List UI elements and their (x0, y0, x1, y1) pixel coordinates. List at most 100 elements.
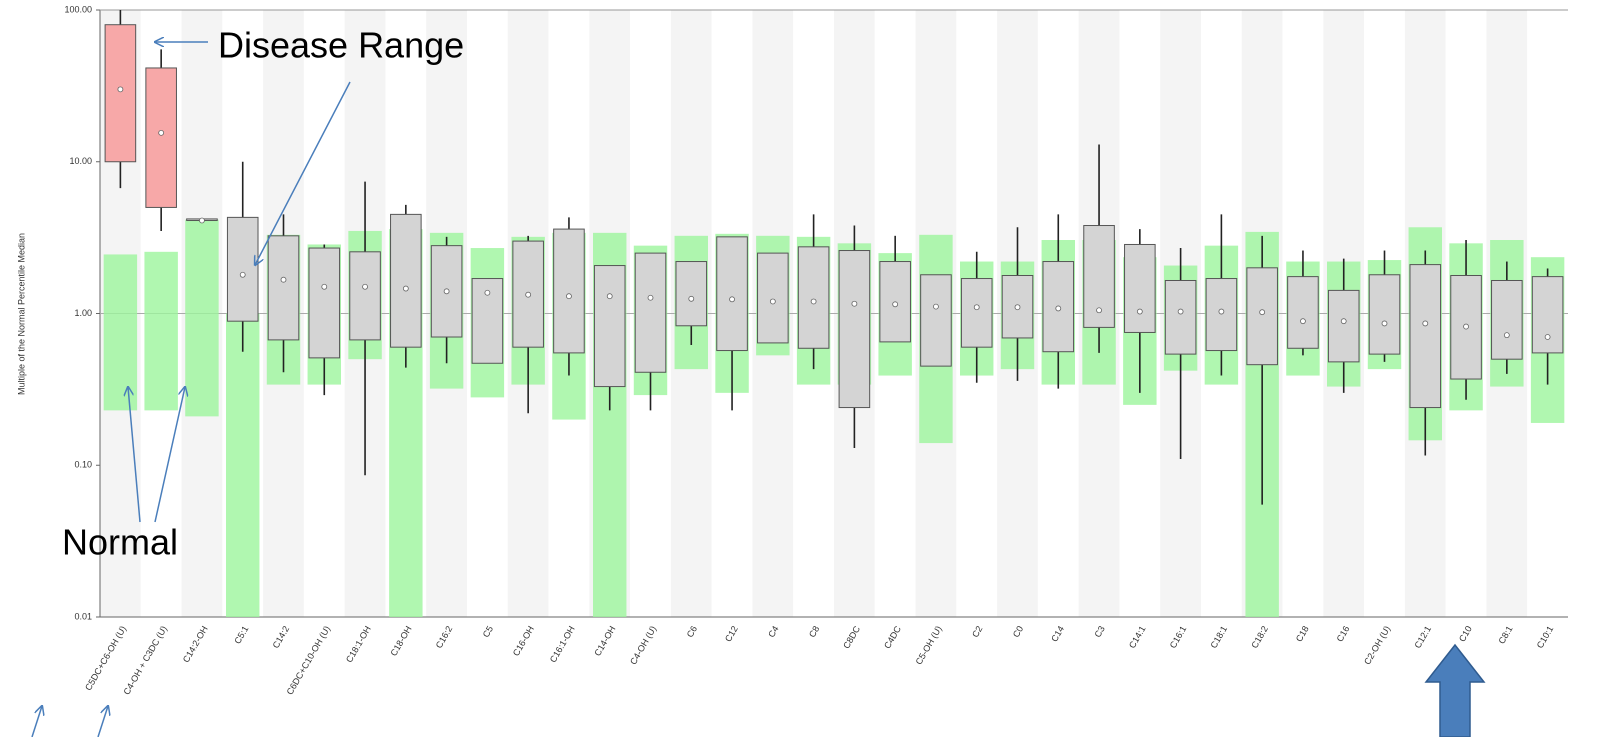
box (757, 252, 789, 344)
x-tick-label: C18-OH (388, 624, 413, 658)
box (1327, 289, 1360, 363)
median (729, 296, 735, 303)
x-tick-label: C18:2 (1249, 624, 1270, 650)
x-tick-label: C12 (723, 624, 740, 643)
median (892, 301, 899, 308)
box (960, 278, 993, 348)
box (1531, 276, 1564, 354)
x-tick-label: C0 (1011, 624, 1025, 639)
x-tick-label: C16:2 (434, 624, 455, 650)
x-tick-label: C3 (1092, 624, 1106, 639)
normal-range (226, 313, 260, 617)
box (308, 247, 341, 359)
box (1124, 243, 1156, 333)
arrow (97, 706, 108, 737)
median (973, 304, 980, 311)
x-tick-label: C5DC+C6-OH (U) (83, 624, 128, 692)
median (566, 293, 572, 300)
median (1055, 305, 1062, 312)
median (769, 298, 776, 305)
x-tick-label: C4-OH + C3DC (U) (121, 624, 169, 696)
box (1164, 279, 1197, 355)
median (647, 294, 654, 301)
y-tick-label: 1.00 (74, 308, 92, 318)
box (716, 236, 748, 352)
x-tick-label: C4-OH (U) (628, 624, 658, 666)
median (117, 86, 124, 93)
box (390, 213, 422, 348)
x-tick-label: C16:1 (1168, 624, 1189, 650)
x-tick-label: C16-OH (511, 624, 536, 658)
box (593, 265, 626, 388)
box (838, 250, 871, 409)
median (606, 293, 613, 300)
x-tick-label: C5-OH (U) (914, 624, 944, 666)
box (920, 274, 952, 367)
median (321, 283, 328, 290)
x-tick-label: C8:1 (1496, 624, 1514, 645)
median (810, 298, 817, 305)
median (1463, 323, 1469, 330)
y-tick-label: 100.00 (64, 4, 92, 14)
median (280, 276, 287, 283)
median (1340, 318, 1347, 325)
median (1096, 307, 1102, 314)
box (267, 235, 300, 341)
median (1503, 332, 1510, 339)
big-arrow (1424, 643, 1486, 737)
box (675, 261, 708, 327)
median (1259, 309, 1266, 316)
x-tick-label: C5:1 (232, 624, 250, 645)
x-tick-label: C16:1-OH (548, 624, 577, 664)
box (797, 246, 830, 349)
box (553, 228, 585, 354)
median (1177, 308, 1184, 315)
x-tick-label: C2-OH (U) (1362, 624, 1392, 666)
x-tick-label: C8DC (841, 624, 862, 651)
box (226, 216, 259, 322)
median (443, 288, 450, 295)
x-tick-label: C18:1 (1209, 624, 1230, 650)
x-tick-label: C16 (1335, 624, 1352, 643)
x-tick-label: C6DC+C10-OH (U) (285, 624, 333, 696)
normal-range (144, 251, 178, 411)
median (158, 129, 165, 136)
median (484, 289, 491, 296)
x-tick-label: C10:1 (1535, 624, 1556, 650)
y-tick-label: 0.01 (74, 611, 92, 621)
median (1014, 304, 1021, 311)
median (1300, 318, 1306, 325)
median (199, 217, 205, 224)
x-tick-label: C6 (685, 624, 699, 639)
box (1491, 279, 1523, 360)
x-tick-label: C14 (1049, 624, 1066, 643)
arrow (31, 706, 42, 737)
median (1136, 308, 1143, 315)
x-tick-label: C12:1 (1412, 624, 1433, 650)
median (525, 291, 532, 298)
annotation: Normal (62, 522, 178, 563)
median (1422, 320, 1429, 327)
y-tick-label: 0.10 (74, 460, 92, 470)
box (1205, 278, 1238, 352)
median (239, 271, 246, 278)
median (402, 285, 409, 292)
normal-range (103, 254, 138, 411)
x-tick-label: C14:2 (271, 624, 292, 650)
x-tick-label: C2 (970, 624, 984, 639)
x-tick-label: C14:1 (1127, 624, 1148, 650)
x-tick-label: C4DC (882, 624, 903, 651)
median (688, 295, 695, 302)
box (104, 24, 137, 163)
median (1218, 308, 1225, 315)
arrow (154, 387, 185, 523)
x-tick-label: C4 (766, 624, 780, 639)
x-tick-label: C8 (807, 624, 821, 639)
x-tick-label: C14:2-OH (181, 624, 210, 664)
box (634, 252, 667, 373)
x-tick-label: C14-OH (592, 624, 617, 658)
x-tick-label: C18 (1294, 624, 1311, 643)
x-tick-label: C10 (1457, 624, 1474, 643)
median (933, 303, 939, 310)
